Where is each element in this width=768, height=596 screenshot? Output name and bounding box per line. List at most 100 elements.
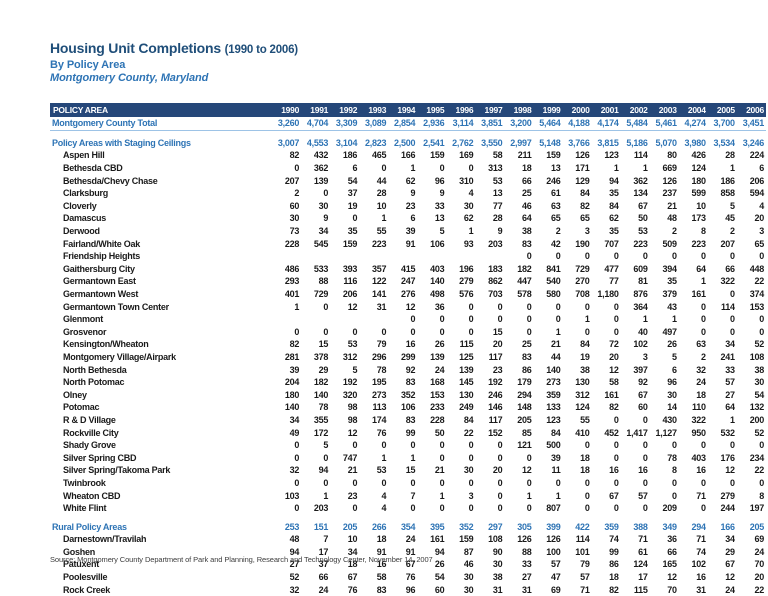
cell-value: 182	[313, 377, 329, 388]
cell-value: 0	[497, 301, 503, 312]
cell-value: 477	[604, 263, 619, 274]
cell-value: 91	[405, 238, 416, 249]
cell-value: 53	[376, 465, 387, 476]
cell-value: 65	[551, 213, 561, 224]
cell-value: 108	[749, 351, 765, 362]
cell-value: 0	[352, 503, 358, 514]
cell-value: 0	[642, 452, 648, 463]
cell-value: 72	[609, 339, 619, 350]
table-row: North Bethesda 39 29 5 78 92 24 139 23 86 140 38 12 3…	[50, 363, 766, 376]
cell-value: 186	[342, 150, 358, 161]
cell-value: 415	[401, 263, 416, 274]
cell-value: 578	[517, 289, 532, 300]
cell-value: 30	[463, 200, 474, 211]
cell-value: 74	[609, 534, 619, 545]
cell-value: 0	[701, 440, 706, 451]
cell-value: 17	[638, 572, 648, 583]
row-label: Wheaton CBD	[63, 490, 121, 501]
column-header-year: 1999	[533, 103, 563, 117]
cell-value: 374	[749, 289, 765, 300]
cell-value: 452	[604, 427, 619, 438]
cell-value: 397	[633, 364, 648, 375]
cell-value: 24	[725, 584, 735, 595]
cell-value: 115	[633, 584, 648, 595]
cell-value: 106	[401, 402, 416, 413]
cell-value	[330, 250, 359, 263]
table-row: Gaithersburg City 486 533 393 357 415 403 196 18…	[50, 263, 766, 276]
cell-value: 540	[546, 276, 561, 287]
cell-value: 94	[318, 465, 329, 476]
cell-value: 54	[434, 572, 445, 583]
cell-value: 0	[439, 326, 445, 337]
cell-value	[272, 250, 301, 263]
cell-value: 0	[642, 251, 648, 262]
page-subtitle-location: Montgomery County, Maryland	[50, 72, 209, 84]
cell-value: 27	[521, 572, 532, 583]
table-row: Aspen Hill 82 432 186 465 166 159 169 58 211 159 12…	[50, 149, 766, 162]
cell-value: 364	[633, 301, 648, 312]
cell-value: 16	[405, 339, 416, 350]
cell-value: 1	[439, 490, 445, 501]
cell-value: 140	[284, 402, 300, 413]
cell-value: 148	[517, 402, 532, 413]
cell-value: 182	[517, 263, 532, 274]
row-label: Glenmont	[63, 314, 103, 325]
table-row: Cloverly 60 30 19 10 23 33 30 77 46 63 82 84 67 21 10 5 4	[50, 200, 766, 213]
cell-value: 116	[343, 276, 358, 287]
cell-value: 0	[439, 503, 445, 514]
cell-value: 130	[459, 389, 474, 400]
table-row: Germantown East 293 88 116 122 247 140 279 862 44…	[50, 275, 766, 288]
cell-value: 197	[749, 503, 765, 514]
cell-value: 39	[289, 364, 300, 375]
cell-value: 312	[575, 389, 590, 400]
cell-value	[359, 313, 388, 326]
cell-value: 58	[492, 150, 503, 161]
cell-value: 410	[575, 427, 590, 438]
cell-value: 2	[294, 188, 300, 199]
cell-value: 2	[730, 226, 735, 237]
cell-value: 0	[468, 314, 474, 325]
cell-value: 3,309	[330, 117, 360, 131]
cell-value: 498	[430, 289, 445, 300]
table-row: Germantown West 401 729 206 141 276 498 576 703 5…	[50, 288, 766, 301]
column-header-policy-area: POLICY AREA	[50, 103, 273, 117]
cell-value: 3	[468, 490, 474, 501]
cell-value: 173	[691, 213, 706, 224]
table-row: Silver Spring/Takoma Park 32 94 21 53 15 21 30 2…	[50, 464, 766, 477]
cell-value: 67	[638, 389, 648, 400]
cell-value: 5,461	[649, 117, 679, 131]
cell-value: 82	[580, 200, 590, 211]
cell-value: 3,007	[277, 137, 300, 148]
cell-value	[272, 313, 301, 326]
cell-value: 67	[347, 572, 358, 583]
cell-value: 117	[488, 351, 503, 362]
cell-value: 0	[323, 301, 329, 312]
cell-value: 276	[401, 289, 416, 300]
table-row: Clarksburg 2 0 37 28 9 9 4 13 25 61 84 35 134 237 599 85…	[50, 187, 766, 200]
row-label: Darnestown/Travilah	[63, 534, 147, 545]
cell-value: 30	[754, 377, 764, 388]
cell-value: 223	[371, 238, 387, 249]
cell-value: 545	[313, 238, 329, 249]
cell-value: 352	[401, 389, 416, 400]
cell-value: 186	[720, 175, 736, 186]
cell-value: 24	[405, 534, 416, 545]
cell-value: 0	[410, 440, 416, 451]
cell-value: 0	[526, 301, 532, 312]
table-row: Germantown Town Center 1 0 12 31 12 36 0 0 0 0 0 0 36…	[50, 300, 766, 313]
cell-value: 9	[439, 188, 445, 199]
cell-value: 15	[492, 326, 503, 337]
cell-value: 28	[725, 150, 735, 161]
cell-value: 67	[405, 559, 416, 570]
cell-value: 22	[754, 465, 764, 476]
cell-value: 124	[691, 163, 706, 174]
column-header-year: 1998	[504, 103, 534, 117]
cell-value: 151	[313, 521, 329, 532]
cell-value: 99	[405, 427, 416, 438]
cell-value: 66	[521, 175, 532, 186]
cell-value: 53	[492, 175, 503, 186]
cell-value: 52	[754, 427, 764, 438]
cell-value: 83	[521, 351, 532, 362]
cell-value: 83	[405, 414, 416, 425]
cell-value: 24	[696, 377, 706, 388]
